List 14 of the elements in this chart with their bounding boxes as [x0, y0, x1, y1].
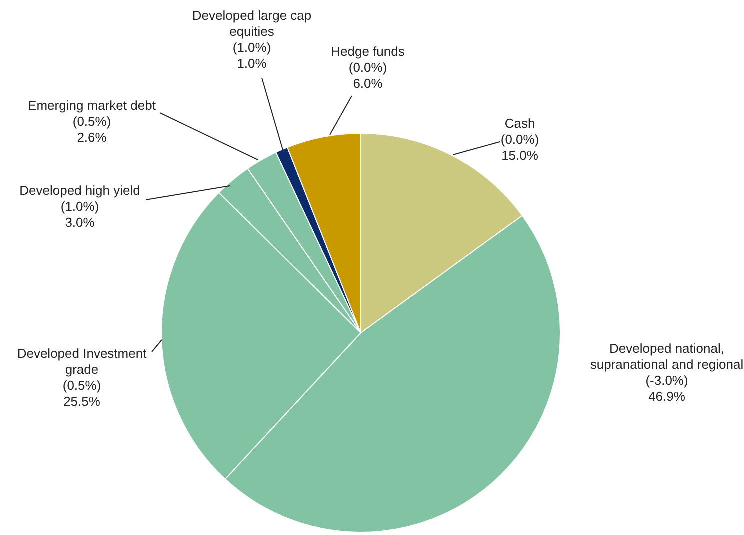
data-label: (1.0%) 1.0%	[232, 40, 272, 72]
data-label: (0.5%) 25.5%	[62, 378, 102, 410]
slice-label: Developed Investment grade	[17, 346, 148, 378]
slice-label: Emerging market debt	[28, 98, 156, 114]
data-label: (1.0%) 3.0%	[60, 199, 100, 230]
slice-label: Developed high yield	[20, 183, 140, 198]
slice-label: Hedge funds	[331, 44, 406, 60]
slice-label: Cash	[504, 116, 536, 132]
data-label: (-3.0%) 46.9%	[646, 373, 688, 404]
slice-label: Developed national, supranational and regional	[590, 341, 744, 372]
data-label: (0.0%) 15.0%	[500, 132, 540, 164]
data-label: (0.0%) 6.0%	[348, 60, 388, 92]
data-label: (0.5%) 2.6%	[72, 114, 112, 146]
slice-label: Developed large cap equities	[192, 8, 312, 40]
